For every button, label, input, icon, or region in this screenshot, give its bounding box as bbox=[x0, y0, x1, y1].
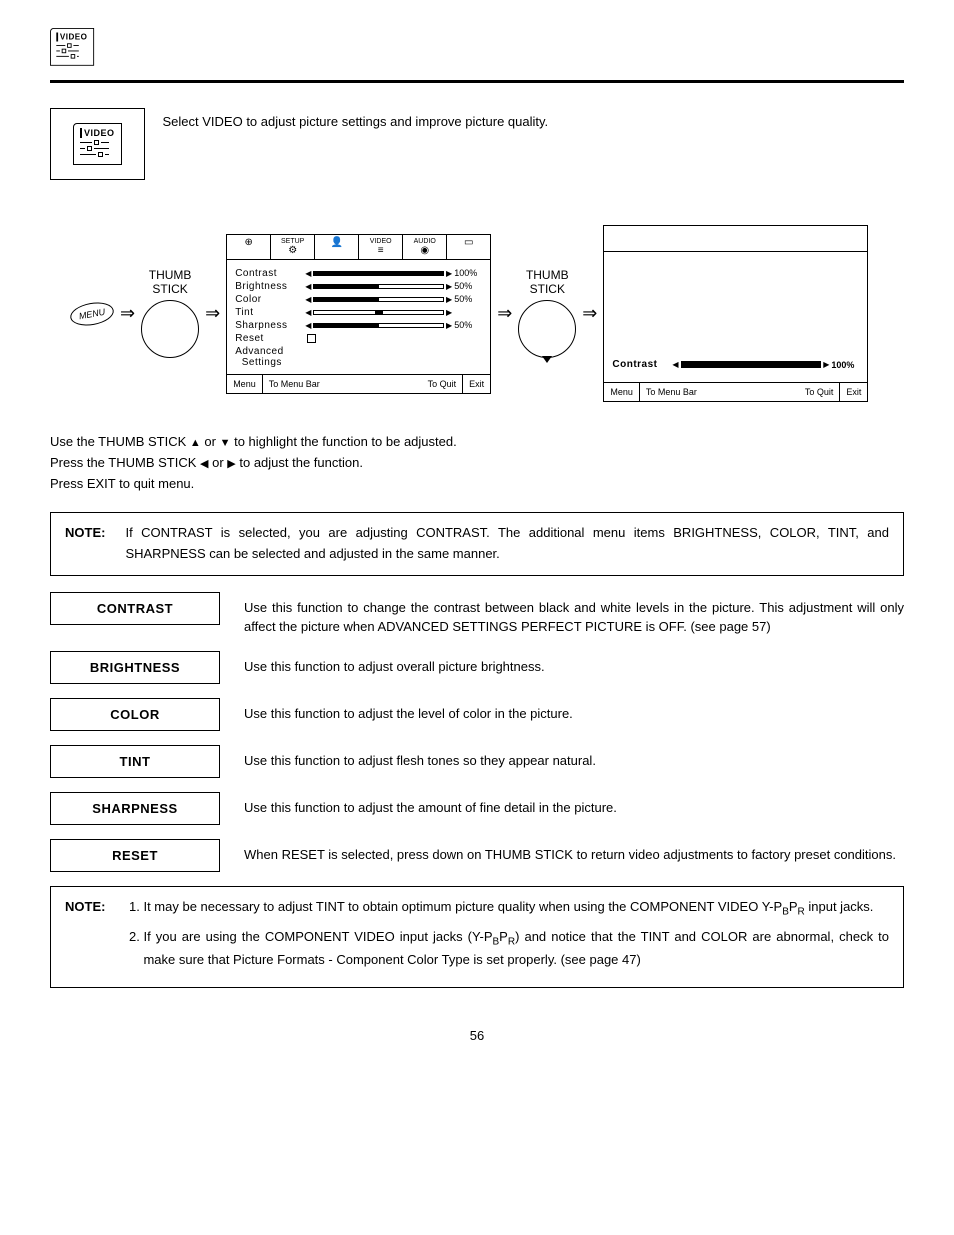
note-label: NOTE: bbox=[65, 523, 105, 565]
instructions: Use the THUMB STICK ▲ or ▼ to highlight … bbox=[50, 432, 904, 494]
osd-setting-label: Color bbox=[235, 294, 305, 305]
function-row: SHARPNESS Use this function to adjust the… bbox=[50, 792, 904, 825]
osd-detail-label: Contrast bbox=[612, 359, 672, 370]
osd-foot-mid: To Menu Bar bbox=[640, 383, 703, 401]
function-row: BRIGHTNESS Use this function to adjust ov… bbox=[50, 651, 904, 684]
note-box-1: NOTE: If CONTRAST is selected, you are a… bbox=[50, 512, 904, 576]
arrow-icon: ⇒ bbox=[120, 303, 135, 324]
intro-icon-cell: VIDEO bbox=[50, 108, 145, 180]
function-description: Use this function to change the contrast… bbox=[244, 592, 904, 637]
menu-button-icon: MENU bbox=[68, 299, 115, 328]
osd-tab: ▭ bbox=[447, 235, 490, 259]
function-name-box: RESET bbox=[50, 839, 220, 872]
osd-panel-list: ⊕ SETUP⚙ 👤 VIDEO≡ AUDIO◉ ▭ Contrast◀▶100… bbox=[226, 234, 491, 394]
osd-setting-row: Color◀▶50% bbox=[235, 294, 482, 305]
function-name-box: BRIGHTNESS bbox=[50, 651, 220, 684]
header-icon-label: VIDEO bbox=[60, 33, 87, 42]
osd-advanced-row: Advanced Settings bbox=[235, 346, 482, 368]
osd-foot-mid: To Menu Bar bbox=[263, 375, 326, 393]
intro-row: VIDEO Select VIDEO to adjust picture set… bbox=[50, 108, 904, 180]
osd-setting-value: 50% bbox=[452, 294, 482, 304]
osd-setting-value: 100% bbox=[452, 268, 482, 278]
function-description: Use this function to adjust the amount o… bbox=[244, 792, 904, 818]
osd-detail-value: 100% bbox=[829, 360, 859, 370]
diagram: MENU ⇒ THUMBSTICK ⇒ ⊕ SETUP⚙ 👤 VIDEO≡ AU… bbox=[50, 225, 904, 402]
osd-setting-label: Brightness bbox=[235, 281, 305, 292]
osd-tab: SETUP⚙ bbox=[271, 235, 315, 259]
osd-foot-menu: Menu bbox=[604, 383, 640, 401]
osd-foot-exit: Exit bbox=[840, 383, 867, 401]
osd-foot-quit: To Quit bbox=[422, 375, 464, 393]
osd-detail-row: Contrast ◀ ▶ 100% bbox=[612, 359, 859, 370]
function-description: Use this function to adjust flesh tones … bbox=[244, 745, 904, 771]
osd-setting-row: Tint◀▶ bbox=[235, 307, 482, 318]
intro-text: Select VIDEO to adjust picture settings … bbox=[163, 108, 549, 132]
thumbstick-circle-icon bbox=[141, 300, 199, 358]
osd-footer: Menu To Menu Bar To Quit Exit bbox=[227, 374, 490, 393]
osd-setting-row: Sharpness◀▶50% bbox=[235, 320, 482, 331]
function-row: CONTRAST Use this function to change the … bbox=[50, 592, 904, 637]
note2-item-2: If you are using the COMPONENT VIDEO inp… bbox=[143, 927, 889, 971]
intro-icon-label: VIDEO bbox=[84, 128, 115, 138]
function-name-box: CONTRAST bbox=[50, 592, 220, 625]
osd-foot-quit: To Quit bbox=[799, 383, 841, 401]
osd-setting-label: Tint bbox=[235, 307, 305, 318]
intro-video-icon: VIDEO bbox=[73, 123, 122, 165]
function-name-box: TINT bbox=[50, 745, 220, 778]
note-body: If CONTRAST is selected, you are adjusti… bbox=[125, 523, 889, 565]
osd-setting-row: Contrast◀▶100% bbox=[235, 268, 482, 279]
page-number: 56 bbox=[50, 1028, 904, 1043]
function-name-box: SHARPNESS bbox=[50, 792, 220, 825]
function-row: COLOR Use this function to adjust the lev… bbox=[50, 698, 904, 731]
osd-tabs: ⊕ SETUP⚙ 👤 VIDEO≡ AUDIO◉ ▭ bbox=[227, 235, 490, 260]
thumb-label-2a: THUMB bbox=[526, 268, 569, 282]
thumb-label-2b: STICK bbox=[530, 282, 565, 296]
thumbstick-2: THUMBSTICK bbox=[518, 269, 576, 357]
osd-setting-value: 50% bbox=[452, 320, 482, 330]
osd-footer: Menu To Menu Bar To Quit Exit bbox=[604, 382, 867, 401]
function-row: RESET When RESET is selected, press down … bbox=[50, 839, 904, 872]
arrow-icon: ⇒ bbox=[497, 303, 512, 324]
function-description: Use this function to adjust overall pict… bbox=[244, 651, 904, 677]
osd-tab: AUDIO◉ bbox=[403, 235, 447, 259]
osd-tab: ⊕ bbox=[227, 235, 271, 259]
arrow-icon: ⇒ bbox=[582, 303, 597, 324]
osd-tab: 👤 bbox=[315, 235, 359, 259]
osd-setting-value: 50% bbox=[452, 281, 482, 291]
function-row: TINT Use this function to adjust flesh to… bbox=[50, 745, 904, 778]
osd-foot-menu: Menu bbox=[227, 375, 263, 393]
function-name-box: COLOR bbox=[50, 698, 220, 731]
thumb-label-1a: THUMB bbox=[149, 268, 192, 282]
thumbstick-1: THUMBSTICK bbox=[141, 269, 199, 357]
header-video-icon: VIDEO bbox=[50, 28, 94, 66]
thumb-label-1b: STICK bbox=[152, 282, 187, 296]
note-label: NOTE: bbox=[65, 897, 105, 977]
osd-panel-detail: Contrast ◀ ▶ 100% Menu To Menu Bar To Qu… bbox=[603, 225, 868, 402]
note-body: It may be necessary to adjust TINT to ob… bbox=[125, 897, 889, 977]
note-box-2: NOTE: It may be necessary to adjust TINT… bbox=[50, 886, 904, 988]
note2-item-1: It may be necessary to adjust TINT to ob… bbox=[143, 897, 889, 921]
osd-setting-label: Contrast bbox=[235, 268, 305, 279]
arrow-icon: ⇒ bbox=[205, 303, 220, 324]
osd-foot-exit: Exit bbox=[463, 375, 490, 393]
osd-setting-label: Sharpness bbox=[235, 320, 305, 331]
osd-reset-row: Reset bbox=[235, 333, 482, 344]
osd-tab: VIDEO≡ bbox=[359, 235, 403, 259]
function-description: Use this function to adjust the level of… bbox=[244, 698, 904, 724]
function-description: When RESET is selected, press down on TH… bbox=[244, 839, 904, 865]
osd-setting-row: Brightness◀▶50% bbox=[235, 281, 482, 292]
header-rule bbox=[50, 80, 904, 83]
thumbstick-circle-down-icon bbox=[518, 300, 576, 358]
